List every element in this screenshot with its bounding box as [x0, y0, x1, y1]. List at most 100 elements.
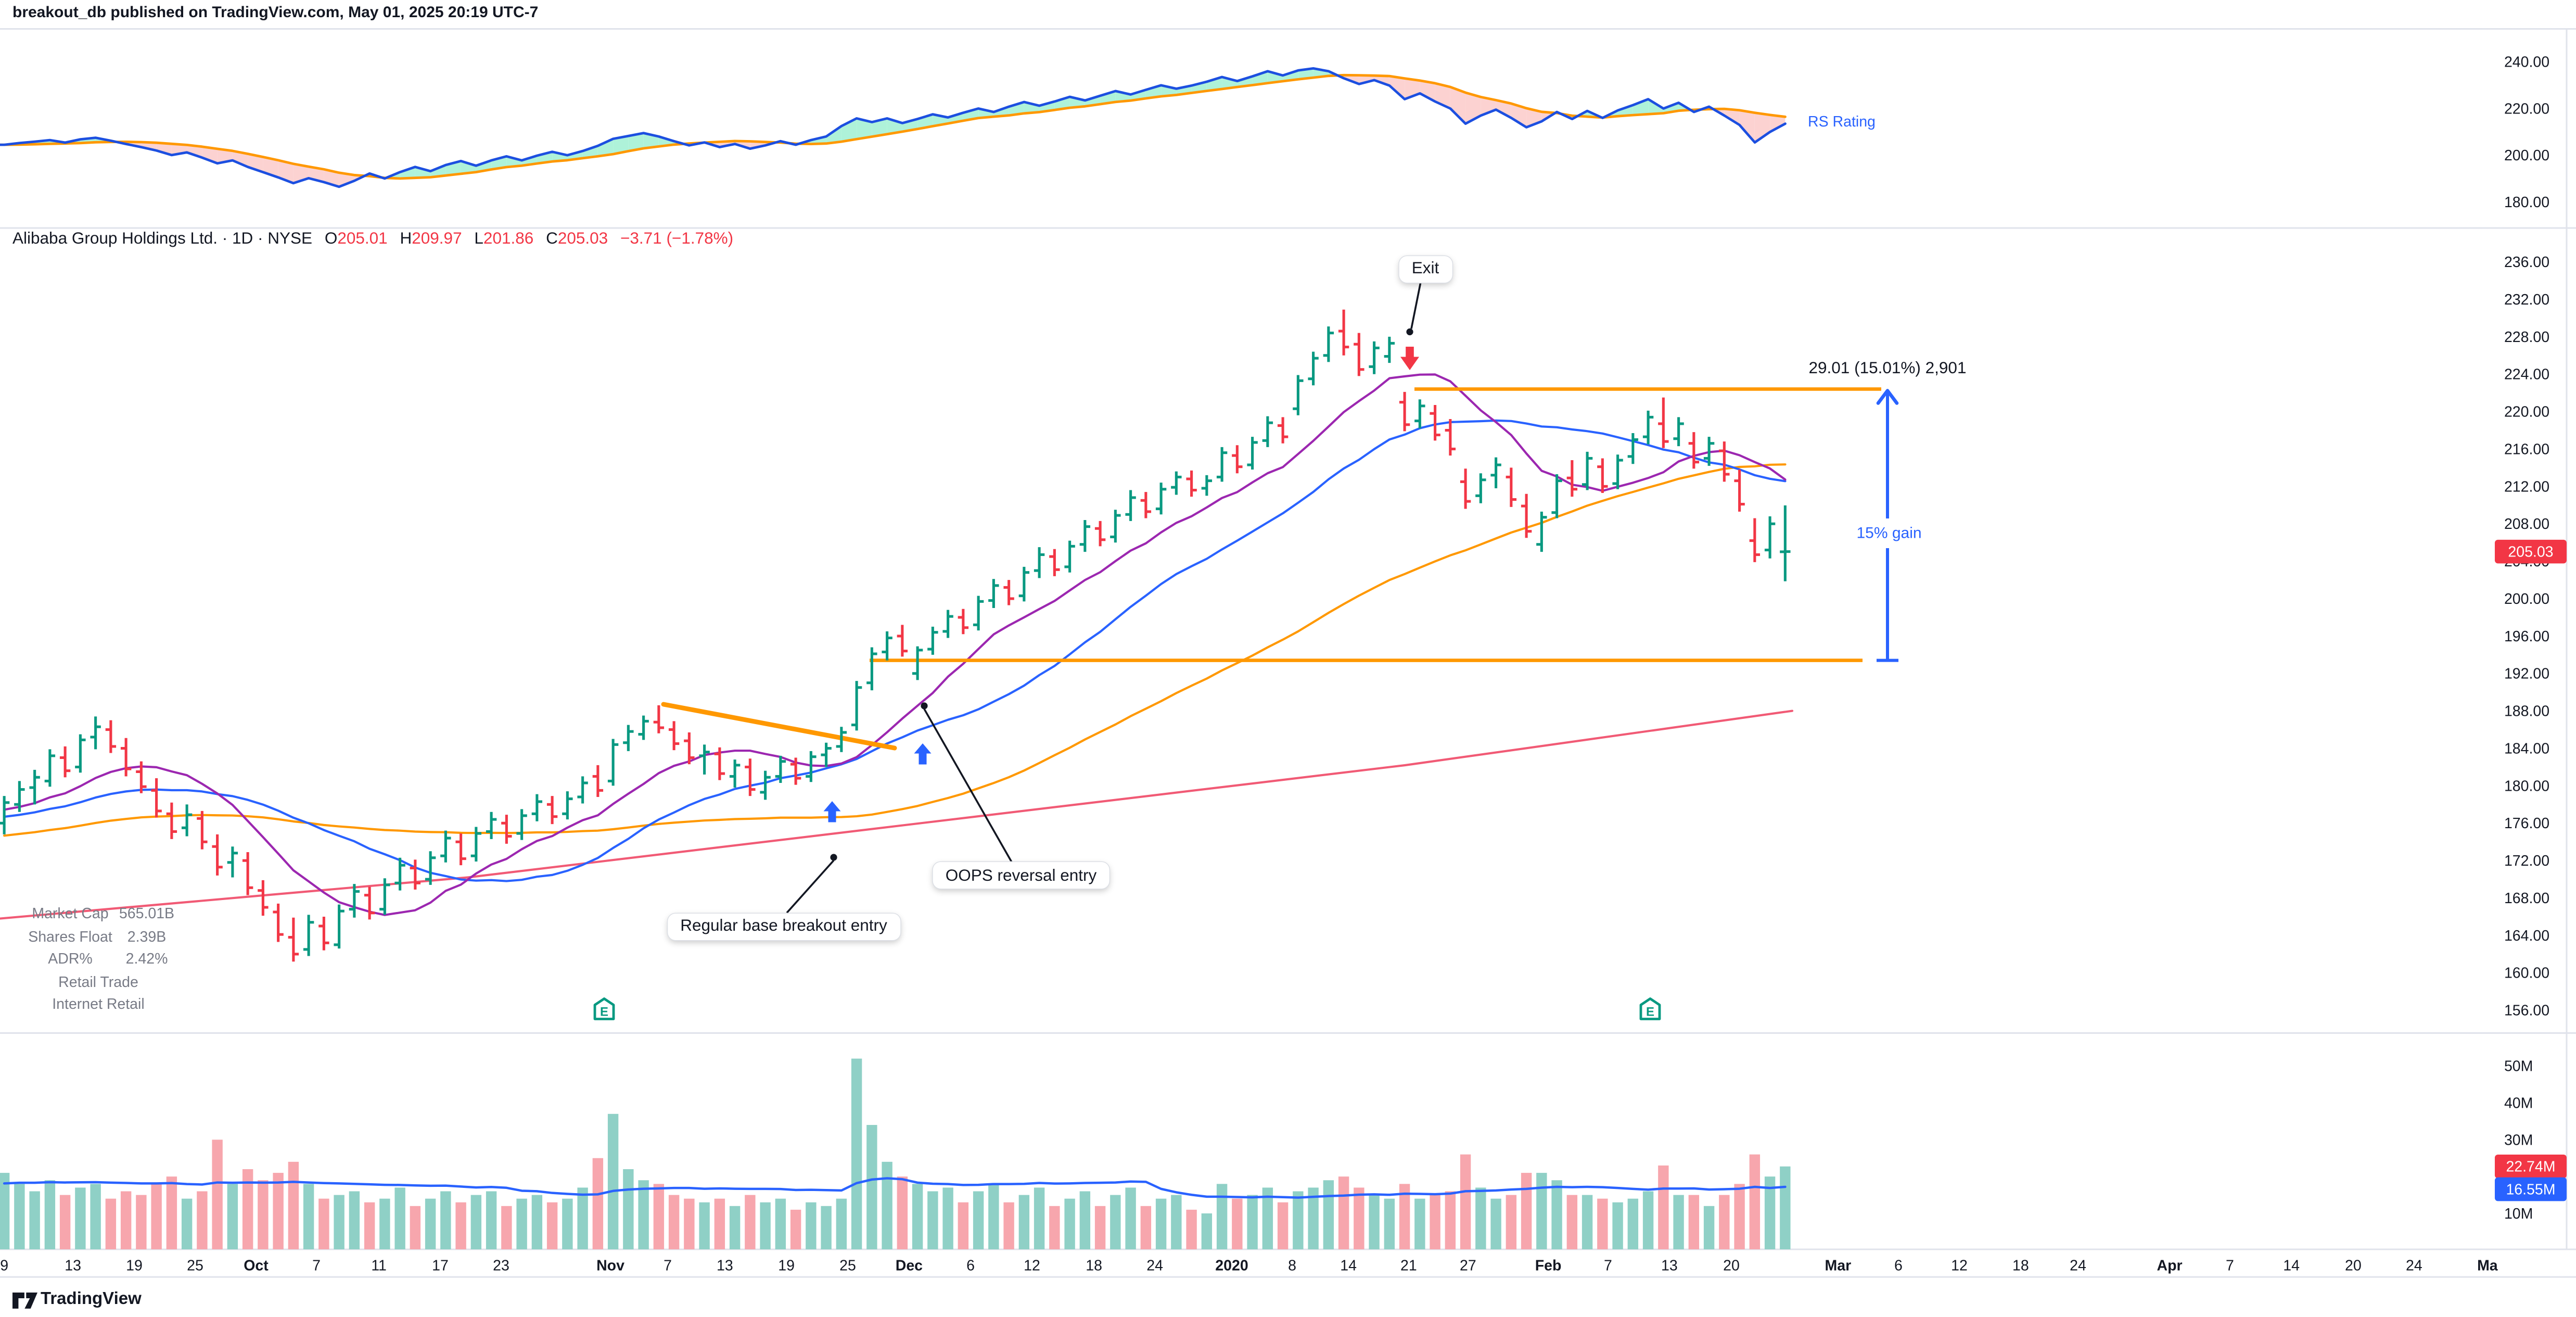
price-bar: [440, 830, 451, 863]
ma200-line: [0, 710, 1794, 920]
volume-bar: [1064, 1198, 1075, 1249]
price-bar: [1186, 470, 1197, 497]
price-bar: [1460, 468, 1471, 509]
ma21-line: [3, 419, 1787, 882]
rs-fill-segment: [1450, 87, 1466, 124]
volume-bar: [1460, 1154, 1471, 1249]
volume-bar: [851, 1058, 862, 1249]
rs-fill-segment: [826, 126, 841, 144]
time-tick-label: 20: [1723, 1257, 1740, 1274]
price-bar: [1369, 341, 1380, 374]
volume-bar: [531, 1195, 543, 1249]
price-bar: [1749, 518, 1761, 562]
tradingview-brand[interactable]: TradingView: [41, 1289, 142, 1308]
earnings-icon: [593, 997, 615, 1020]
time-tick-label: 7: [312, 1257, 321, 1274]
volume-bar: [1582, 1195, 1593, 1249]
volume-bar: [1414, 1198, 1425, 1249]
price-bar: [577, 776, 588, 804]
symbol-title: Alibaba Group Holdings Ltd. · 1D · NYSE: [12, 230, 313, 248]
volume-bar: [1490, 1198, 1501, 1249]
rs-ma-line: [0, 73, 1787, 180]
time-tick-label: 21: [1400, 1257, 1417, 1274]
price-bar: [927, 626, 938, 655]
rs-fill-segment: [339, 172, 354, 187]
rs-fill-segment: [430, 165, 446, 178]
rs-fill-segment: [628, 133, 644, 151]
price-tick-label: 220.00: [2504, 404, 2549, 421]
time-tick-label: 19: [778, 1257, 795, 1274]
volume-bar: [745, 1195, 756, 1249]
volume-bar: [516, 1198, 527, 1249]
rs-tick-label: 180.00: [2504, 194, 2549, 211]
volume-tick-label: 40M: [2504, 1095, 2533, 1111]
price-bar: [1399, 391, 1410, 432]
time-tick-label: 18: [2012, 1257, 2029, 1274]
rs-fill-segment: [1191, 81, 1207, 93]
volume-bar: [729, 1206, 741, 1249]
price-bar: [1627, 433, 1639, 464]
ohlc-low-key: L: [474, 230, 483, 248]
volume-bar: [166, 1176, 177, 1249]
volume-bar: [1703, 1206, 1715, 1249]
price-bar: [227, 846, 238, 878]
rs-fill-segment: [1252, 71, 1268, 85]
volume-bar: [242, 1169, 253, 1249]
price-bar: [607, 739, 619, 786]
price-bar: [1551, 474, 1562, 518]
ma10-line: [3, 373, 1787, 916]
rs-fill-segment: [217, 148, 233, 163]
volume-bar: [334, 1195, 345, 1249]
volume-tick-label: 50M: [2504, 1058, 2533, 1075]
volume-bar: [668, 1195, 680, 1249]
price-bar: [1354, 333, 1364, 376]
volume-bar: [1094, 1206, 1106, 1249]
price-bar: [1338, 309, 1349, 356]
time-tick-label: Dec: [896, 1257, 923, 1274]
volume-bar: [1003, 1202, 1014, 1249]
price-bar: [638, 715, 649, 740]
rs-fill-segment: [1465, 92, 1481, 124]
price-bar: [1506, 467, 1517, 507]
price-bar: [1247, 437, 1258, 470]
volume-bar: [546, 1202, 558, 1249]
price-bar: [1018, 566, 1030, 602]
volume-bar: [882, 1161, 892, 1249]
regular-breakout-note[interactable]: Regular base breakout entry: [668, 913, 900, 940]
rs-fill-segment: [506, 156, 522, 167]
volume-bar: [105, 1198, 117, 1249]
volume-bar: [942, 1187, 953, 1249]
time-tick-label: 7: [1604, 1257, 1612, 1274]
volume-bar: [379, 1198, 390, 1249]
price-bar: [364, 887, 375, 920]
rs-fill-segment: [1009, 102, 1024, 116]
tradingview-logo-icon[interactable]: [12, 1290, 37, 1312]
volume-bar: [912, 1184, 923, 1249]
rs-fill-segment: [278, 160, 294, 184]
price-bar: [425, 851, 436, 885]
price-tick-label: 168.00: [2504, 890, 2549, 907]
price-bar: [1049, 549, 1060, 576]
rs-fill-segment: [1511, 103, 1527, 128]
price-tick-label: 224.00: [2504, 366, 2549, 383]
exit-note[interactable]: Exit: [1399, 255, 1452, 282]
oops-reversal-note[interactable]: OOPS reversal entry: [933, 862, 1110, 889]
time-tick-label: 25: [187, 1257, 203, 1274]
price-tick-label: 236.00: [2504, 254, 2549, 271]
price-bar: [516, 809, 527, 840]
time-tick-label: Oct: [244, 1257, 269, 1274]
volume-bar: [1293, 1191, 1304, 1249]
price-bar: [470, 827, 482, 862]
price-bar: [1703, 437, 1715, 466]
volume-bar: [1612, 1202, 1623, 1249]
time-tick-label: Ma: [2477, 1257, 2498, 1274]
price-bar: [394, 857, 405, 891]
volume-bar: [394, 1187, 405, 1249]
rs-tick-label: 200.00: [2504, 147, 2549, 164]
price-bar: [1658, 397, 1669, 448]
volume-bar: [638, 1180, 649, 1249]
price-bar: [197, 811, 208, 850]
volume-bar: [821, 1206, 832, 1249]
volume-bar: [607, 1113, 619, 1249]
